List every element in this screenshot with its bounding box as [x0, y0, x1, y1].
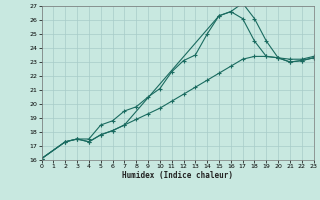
- X-axis label: Humidex (Indice chaleur): Humidex (Indice chaleur): [122, 171, 233, 180]
